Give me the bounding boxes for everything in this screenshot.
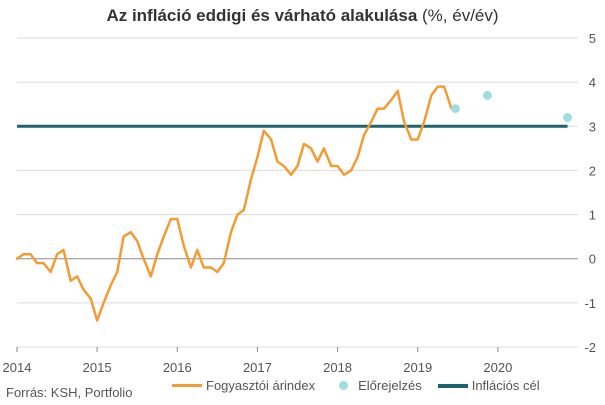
legend: Fogyasztói árindex Előrejelzés Inflációs…: [172, 378, 556, 393]
y-axis-ticks: -2 -1 0 1 2 3 4 5: [584, 31, 596, 355]
x-tick-label: 2019: [403, 360, 432, 375]
x-tick-label: 2016: [163, 360, 192, 375]
legend-swatch-target: [437, 383, 468, 388]
x-tick-label: 2017: [243, 360, 272, 375]
legend-item-cpi: Fogyasztói árindex: [172, 378, 315, 393]
source-note: Forrás: KSH, Portfolio: [6, 385, 133, 400]
x-tick-label: 2018: [323, 360, 352, 375]
y-tick-label: 3: [589, 119, 596, 134]
forecast-point: [450, 104, 460, 114]
y-tick-label: 4: [589, 75, 596, 90]
cpi-line: [15, 85, 460, 322]
y-tick-label: -2: [584, 340, 596, 355]
forecast-point: [563, 112, 573, 122]
forecast-series: [450, 90, 573, 122]
legend-swatch-forecast: [339, 381, 349, 390]
x-tick-label: 2015: [83, 360, 112, 375]
legend-item-target: Inflációs cél: [437, 378, 540, 393]
y-tick-label: 0: [589, 252, 596, 267]
legend-label-target: Inflációs cél: [471, 378, 540, 393]
chart-title: Az infláció eddigi és várható alakulása …: [106, 6, 499, 25]
legend-label-forecast: Előrejelzés: [358, 378, 422, 393]
cpi-series: [15, 85, 460, 322]
x-tick-label: 2020: [483, 360, 512, 375]
y-tick-label: 5: [589, 31, 596, 46]
forecast-point: [482, 90, 492, 100]
x-axis-ticks: 2014 2015 2016 2017 2018 2019 2020: [3, 347, 512, 375]
legend-label-cpi: Fogyasztói árindex: [206, 378, 316, 393]
y-tick-label: -1: [584, 296, 596, 311]
legend-item-forecast: Előrejelzés: [331, 378, 422, 393]
x-tick-label: 2014: [3, 360, 32, 375]
y-tick-label: 2: [589, 163, 596, 178]
y-tick-label: 1: [589, 208, 596, 223]
legend-swatch-cpi: [172, 384, 202, 387]
gridlines: [17, 37, 578, 348]
